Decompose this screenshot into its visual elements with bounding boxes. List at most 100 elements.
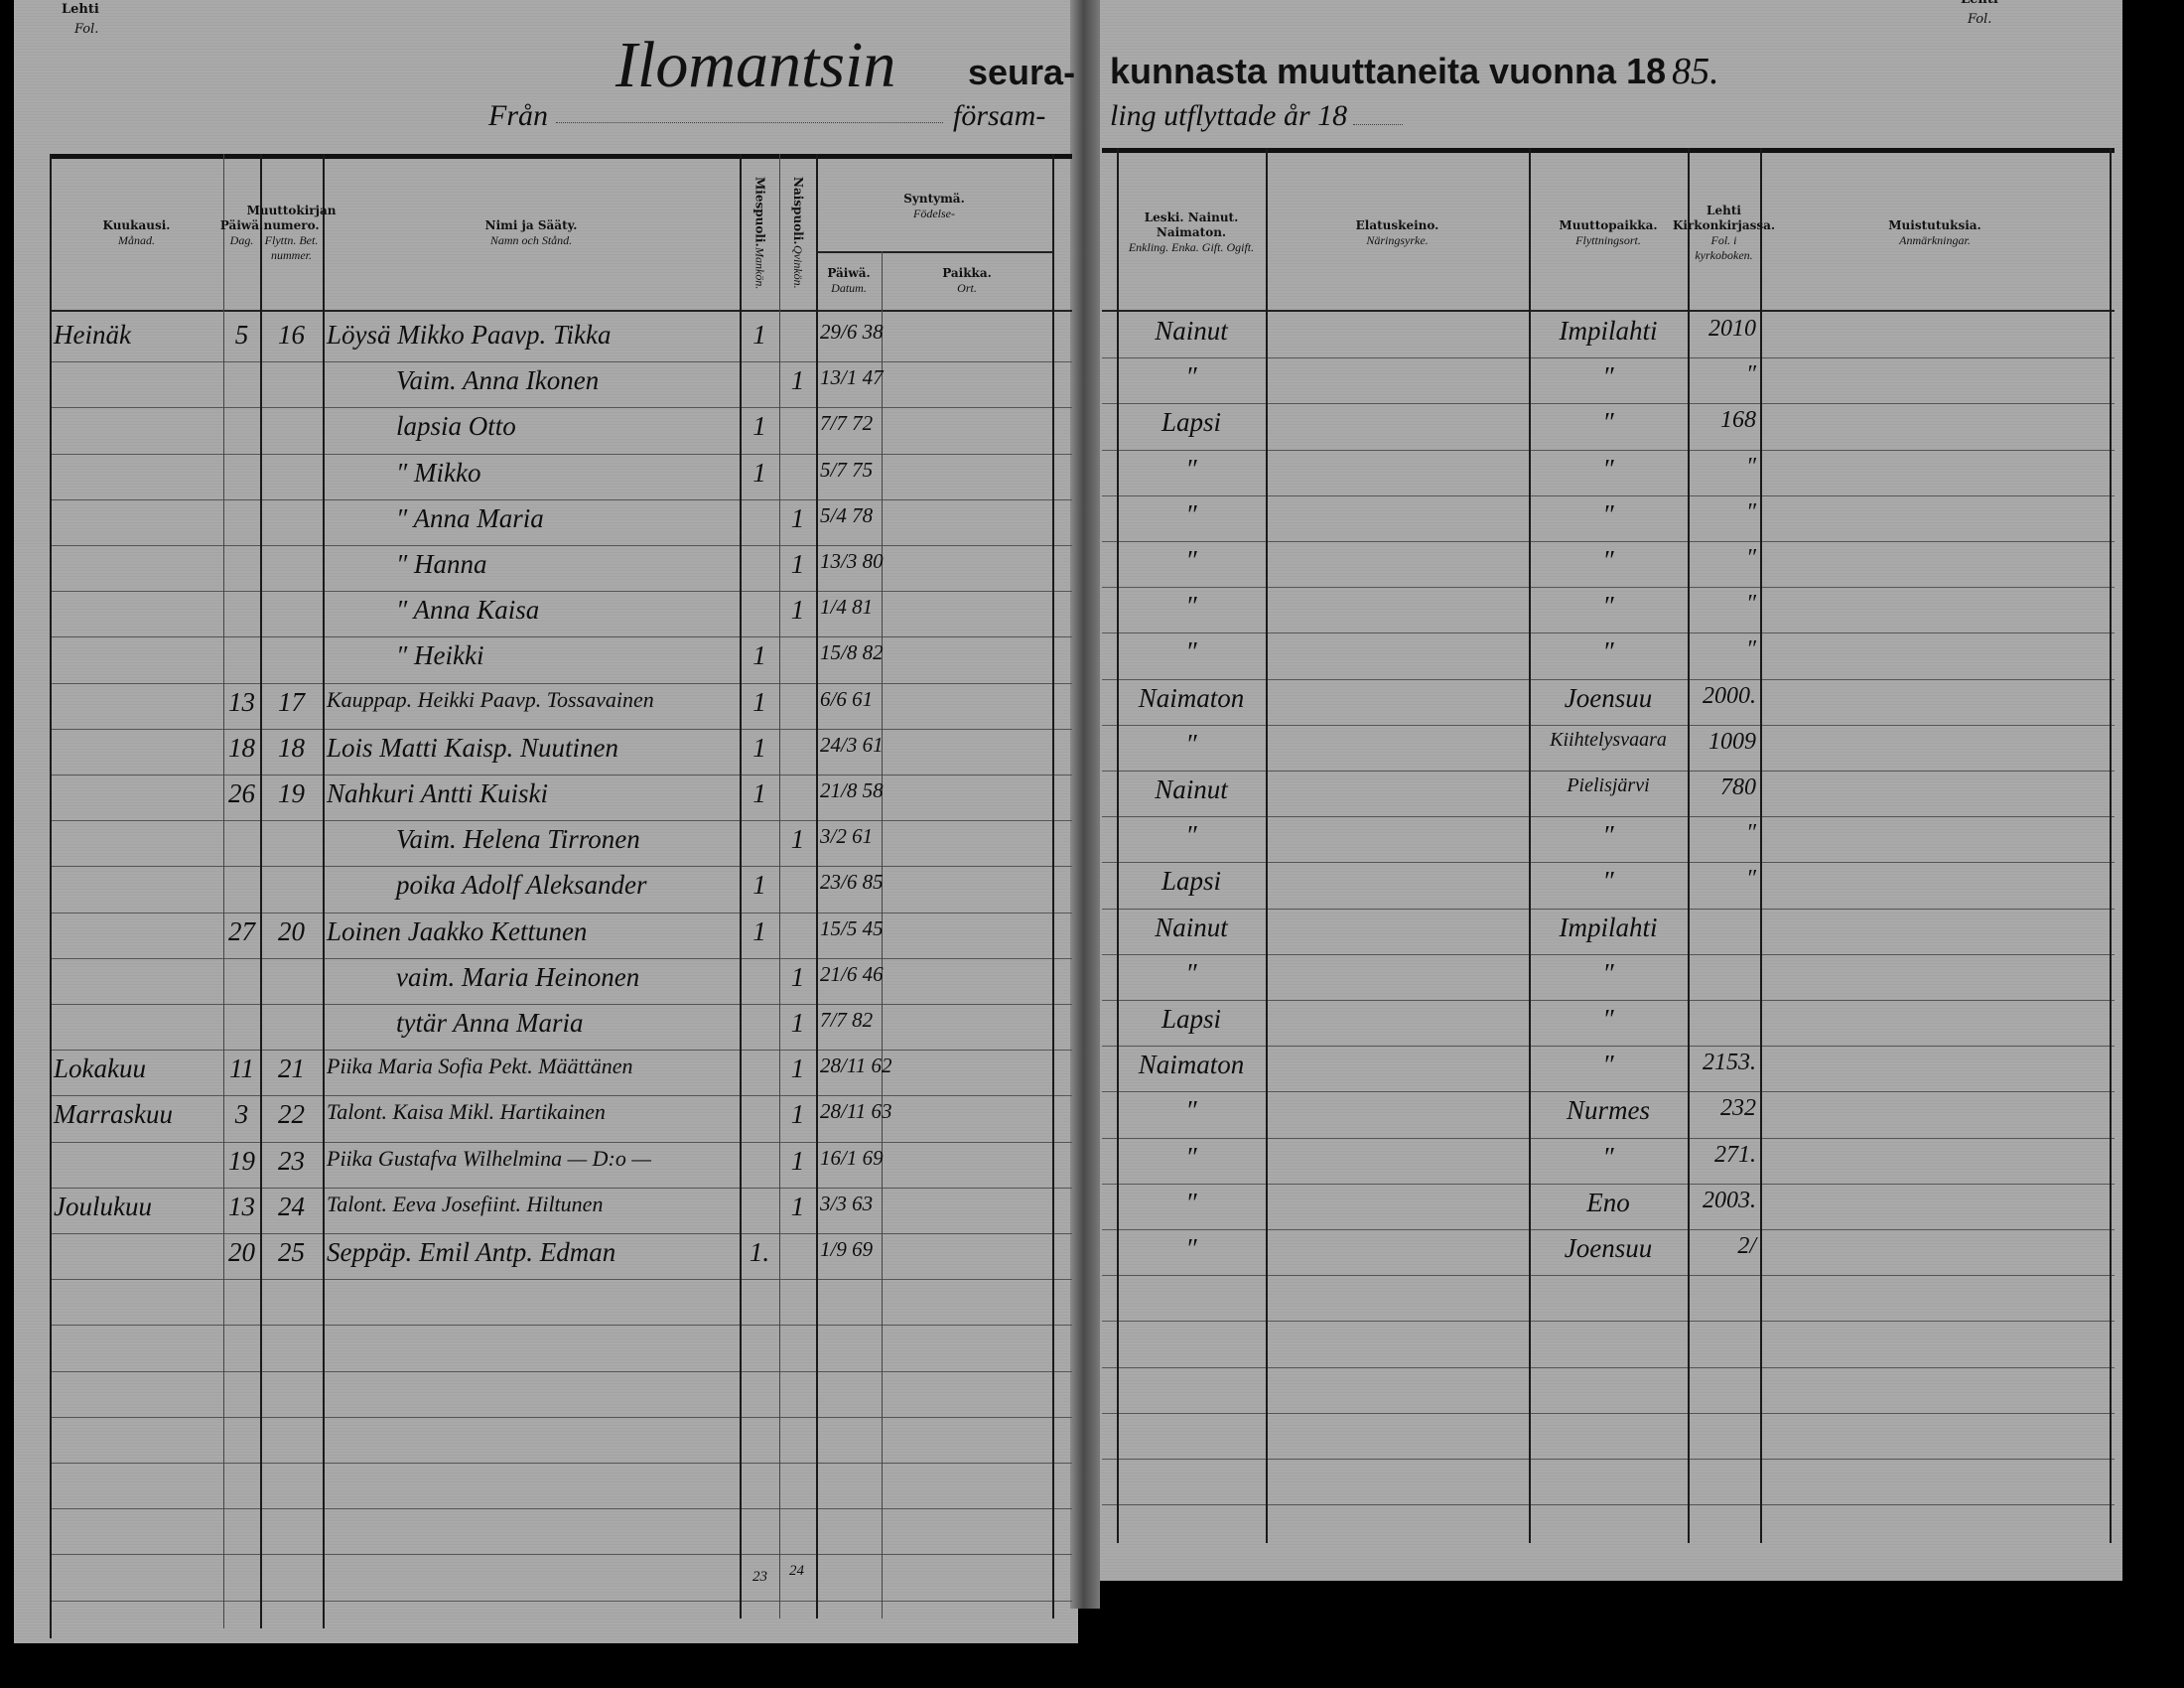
- header-folio-sv: Fol. i kyrkoboken.: [1695, 232, 1753, 262]
- subtitle-line-right: ling utflyttade år 18: [1110, 99, 1404, 133]
- cell-female: 1: [790, 1099, 805, 1130]
- cell-birth-date: 3/2 61: [820, 824, 874, 849]
- header-top-rule-left: [50, 154, 1072, 159]
- cell-birth-date: 7/7 72: [820, 411, 874, 436]
- cell-destination: ″: [1602, 591, 1614, 622]
- cell-civil: Naimaton: [1138, 1050, 1245, 1080]
- row-rule-left: [50, 682, 1072, 684]
- row-rule-left: [50, 545, 1072, 546]
- header-number-sv: Flyttn. Bet. nummer.: [264, 232, 319, 262]
- row-rule-left: [50, 407, 1072, 409]
- cell-birth-date: 15/5 45: [820, 915, 884, 940]
- birth-subheader-rule: [816, 251, 1052, 253]
- table-row: vaim. Maria Heinonen 1 21/6 46 ″ ″: [0, 958, 2184, 1008]
- row-rule-left: [50, 1279, 1072, 1281]
- row-rule-left: [50, 1325, 1072, 1327]
- left-page: [14, 0, 1078, 1643]
- row-rule-left: [50, 1463, 1072, 1464]
- table-row: tytär Anna Maria 1 7/7 82 Lapsi ″: [0, 1004, 2184, 1054]
- cell-name: Löysä Mikko Paavp. Tikka: [327, 320, 612, 350]
- cell-destination: Nurmes: [1566, 1095, 1650, 1126]
- cell-folio: 271.: [1714, 1141, 1756, 1168]
- cell-birth-date: 7/7 82: [820, 1008, 874, 1032]
- cell-name: tytär Anna Maria: [396, 1008, 584, 1038]
- cell-male: 1: [752, 640, 766, 671]
- cell-birth-date: 29/6 38: [820, 320, 884, 344]
- header-male-fi: Miespuoli.: [752, 177, 767, 247]
- table-row: ″ Hanna 1 13/3 80 ″ ″ ″: [0, 545, 2184, 595]
- header-destination-fi: Muuttopaikka.: [1559, 217, 1658, 232]
- cell-number: 20: [278, 915, 305, 946]
- row-rule-left: [50, 1416, 1072, 1418]
- cell-name: Vaim. Anna Ikonen: [396, 365, 600, 396]
- cell-name: poika Adolf Aleksander: [396, 870, 647, 901]
- row-rule-left: [50, 453, 1072, 455]
- cell-male: 1: [752, 686, 766, 717]
- fol-label-right: Fol.: [1968, 12, 1992, 27]
- cell-destination: ″: [1602, 957, 1614, 988]
- cell-civil: ″: [1185, 591, 1197, 622]
- cell-name: Kauppap. Heikki Paavp. Tossavainen: [327, 686, 654, 712]
- cell-destination: ″: [1602, 636, 1614, 667]
- column-rule: [882, 251, 883, 1618]
- cell-name: Talont. Kaisa Mikl. Hartikainen: [327, 1099, 606, 1125]
- cell-day: 13: [228, 686, 255, 717]
- column-rule: [1688, 148, 1690, 1543]
- column-rule: [779, 154, 780, 1618]
- column-rule: [50, 154, 52, 1638]
- row-rule-right: [1102, 724, 2115, 726]
- cell-name: ″ Anna Maria: [396, 502, 544, 533]
- cell-number: 16: [278, 320, 305, 350]
- table-row: Joulukuu 13 24 Talont. Eeva Josefiint. Hilt…: [0, 1188, 2184, 1237]
- cell-name: vaim. Maria Heinonen: [396, 961, 640, 992]
- row-rule-left: [50, 912, 1072, 914]
- cell-day: 19: [228, 1145, 255, 1176]
- cell-female: 1: [790, 961, 805, 992]
- table-row: Heinäk 5 16 Löysä Mikko Paavp. Tikka 1 29/6 3…: [0, 316, 2184, 365]
- header-folio: Lehti Kirkonkirjassa. Fol. i kyrkoboken.: [1673, 159, 1775, 307]
- row-rule-right: [1102, 678, 2115, 680]
- cell-civil: Lapsi: [1160, 407, 1222, 438]
- header-number-fi: Muuttokirjan numero.: [246, 203, 337, 232]
- cell-folio: ″: [1746, 820, 1756, 847]
- row-rule-right: [1102, 1091, 2115, 1093]
- cell-folio: ″: [1746, 498, 1756, 525]
- cell-name: ″ Heikki: [396, 640, 484, 671]
- parish-name-handwritten: Ilomantsin: [615, 29, 896, 101]
- folio-label-right: Lehti: [1961, 0, 1998, 7]
- header-destination-sv: Flyttningsort.: [1575, 232, 1641, 247]
- cell-day: 26: [228, 778, 255, 808]
- header-name-sv: Namn och Stånd.: [489, 232, 573, 247]
- cell-female: 1: [790, 1191, 805, 1221]
- cell-destination: Impilahti: [1559, 912, 1658, 942]
- cell-civil: ″: [1185, 728, 1197, 759]
- from-dotted-line: [556, 122, 943, 123]
- header-birth: Syntymä. Födelse-: [816, 159, 1052, 253]
- cell-destination: ″: [1602, 1050, 1614, 1080]
- cell-name: lapsia Otto: [396, 411, 516, 442]
- cell-male: 1: [752, 870, 766, 901]
- cell-civil: ″: [1185, 545, 1197, 575]
- cell-day: 5: [234, 320, 249, 350]
- cell-folio: 2003.: [1703, 1187, 1756, 1213]
- row-rule-left: [50, 1370, 1072, 1372]
- header-day-fi: Päiwä.: [219, 217, 264, 232]
- cell-destination: Joensuu: [1564, 682, 1653, 713]
- column-rule: [2110, 148, 2112, 1543]
- header-number: Muuttokirjan numero. Flyttn. Bet. nummer.: [247, 159, 337, 307]
- total-female: 24: [789, 1563, 804, 1579]
- table-row: Marraskuu 3 22 Talont. Kaisa Mikl. Hartikai…: [0, 1095, 2184, 1145]
- cell-civil: ″: [1185, 1233, 1197, 1263]
- cell-name: Piika Maria Sofia Pekt. Määttänen: [327, 1054, 633, 1079]
- column-rule: [1052, 154, 1054, 1618]
- header-male-sv: Mankön.: [752, 246, 767, 289]
- cell-day: 3: [234, 1099, 249, 1130]
- cell-destination: Impilahti: [1559, 316, 1658, 346]
- table-row: 18 18 Lois Matti Kaisp. Nuutinen 1 24/3 61 ″ K…: [0, 729, 2184, 778]
- cell-folio: 2153.: [1703, 1050, 1756, 1076]
- header-name: Nimi ja Sääty. Namn och Stånd.: [323, 159, 740, 307]
- row-rule-left: [50, 774, 1072, 775]
- row-rule-right: [1102, 1000, 2115, 1001]
- cell-birth-date: 23/6 85: [820, 870, 884, 895]
- cell-destination: ″: [1602, 820, 1614, 851]
